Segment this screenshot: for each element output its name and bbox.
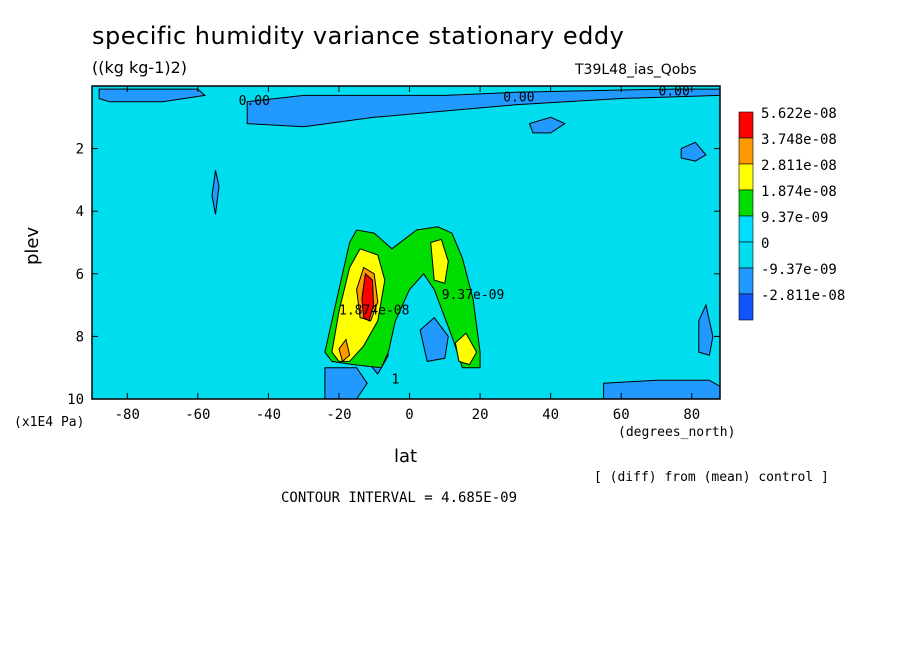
x-tick-label: -60 [185, 407, 210, 423]
y-tick-label: 6 [76, 267, 84, 283]
contour-label: 9.37e-09 [442, 288, 505, 303]
contour-label: 1 [392, 372, 400, 387]
legend-swatch [738, 189, 754, 217]
chart-title: specific humidity variance stationary ed… [92, 22, 625, 50]
contour-label: 0.00 [503, 91, 534, 106]
legend-label: 1.874e-08 [761, 184, 837, 200]
contour-region-positive4 [361, 272, 375, 322]
contour-region-negative [324, 367, 368, 399]
legend-swatch [738, 267, 754, 295]
contour-region-negative [603, 379, 720, 399]
x-tick-label: 0 [405, 407, 413, 423]
legend-label: 5.622e-08 [761, 106, 837, 122]
legend-swatch [738, 111, 754, 139]
y-tick-label: 2 [76, 142, 84, 158]
contour-interval: CONTOUR INTERVAL = 4.685E-09 [281, 490, 518, 506]
legend-label: -2.811e-08 [761, 288, 845, 304]
contour-label: 1.874e-08 [339, 303, 409, 318]
x-axis-unit: (degrees_north) [618, 425, 736, 440]
contour-region-negative [528, 116, 566, 134]
contour-region-positive2 [454, 332, 478, 366]
contour-region-negative [246, 88, 720, 128]
contour-region-negative [680, 141, 707, 162]
y-tick-label: 8 [76, 329, 84, 345]
x-tick-label: 20 [472, 407, 489, 423]
contour-label: 0.00 [658, 84, 689, 99]
y-axis-unit: (x1E4 Pa) [14, 415, 85, 430]
contour-region-positive2 [430, 238, 449, 284]
chart-units: ((kg kg-1)2) [92, 58, 188, 77]
legend-swatch [738, 163, 754, 191]
contour-region-negative [698, 303, 714, 356]
x-axis-label: lat [394, 446, 418, 467]
x-tick-label: -40 [256, 407, 281, 423]
x-tick-label: 60 [613, 407, 630, 423]
legend-swatch [738, 293, 754, 321]
contour-label: 0.00 [239, 94, 270, 109]
y-axis-label: plev [22, 226, 43, 265]
x-tick-label: -80 [115, 407, 140, 423]
plot-frame [91, 85, 721, 400]
experiment-label: T39L48_ias_Qobs [575, 62, 697, 78]
y-tick-label: 4 [76, 204, 84, 220]
legend-label: 0 [761, 236, 769, 252]
legend-swatch [738, 215, 754, 243]
x-tick-label: 80 [683, 407, 700, 423]
y-tick-label: 10 [67, 392, 84, 408]
x-tick-label: -20 [326, 407, 351, 423]
legend-label: 3.748e-08 [761, 132, 837, 148]
contour-region-negative [419, 316, 449, 362]
contour-regions: 0.00 0.00 0.00 9.37e-09 1.874e-08 1 [98, 84, 720, 399]
legend-label: 9.37e-09 [761, 210, 828, 226]
contour-region-positive3 [338, 338, 351, 363]
difference-note: [ (diff) from (mean) control ] [594, 470, 829, 485]
contour-region-negative [211, 170, 220, 215]
x-tick-label: 40 [542, 407, 559, 423]
legend-swatch [738, 241, 754, 269]
legend-swatch [738, 137, 754, 165]
legend-label: -9.37e-09 [761, 262, 837, 278]
legend-label: 2.811e-08 [761, 158, 837, 174]
